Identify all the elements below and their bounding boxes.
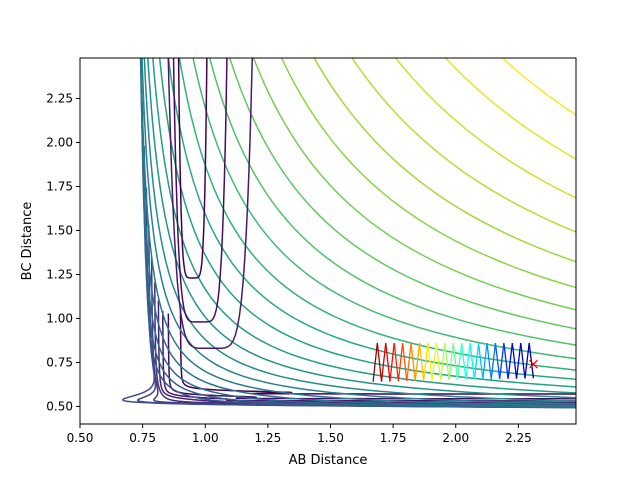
y-tick-label: 2.00 <box>46 135 73 149</box>
y-tick-label: 1.00 <box>46 311 73 325</box>
contour-line <box>233 0 640 420</box>
contour-line <box>138 225 640 407</box>
trajectory-segment <box>390 343 394 381</box>
trajectory-segment <box>470 343 474 379</box>
x-tick-label: 2.00 <box>442 431 469 445</box>
trajectory-segment <box>420 343 424 381</box>
trajectory-segment <box>407 343 411 381</box>
y-tick-label: 1.75 <box>46 179 73 193</box>
trajectory-segment <box>487 343 491 379</box>
trajectory-segment <box>453 343 457 380</box>
trajectory-segment <box>479 343 483 379</box>
trajectory-segment <box>474 343 478 379</box>
x-axis-label: AB Distance <box>289 453 368 468</box>
trajectory-segment <box>415 343 419 381</box>
x-tick-label: 1.50 <box>317 431 344 445</box>
trajectory-segment <box>386 343 390 381</box>
trajectory-segment <box>449 343 453 380</box>
trajectory-segment <box>424 343 428 381</box>
contour-line <box>139 0 640 413</box>
contour-line <box>175 0 640 418</box>
contour-line <box>139 0 640 414</box>
trajectory-segment <box>483 343 487 379</box>
contour-line <box>199 0 640 419</box>
trajectory-segment <box>521 343 525 378</box>
y-tick-label: 0.75 <box>46 355 73 369</box>
contour-line <box>140 8 640 411</box>
x-tick-label: 1.25 <box>255 431 282 445</box>
trajectory-segment <box>457 343 461 380</box>
trajectory-segment <box>491 343 495 379</box>
x-tick-label: 1.00 <box>192 431 219 445</box>
y-axis-ticks: 0.50 0.75 1.00 1.25 1.50 1.75 2.00 2.25 <box>46 91 80 413</box>
trajectory-segment <box>394 343 398 381</box>
trajectory-segment <box>398 343 402 381</box>
contour-lines <box>123 0 640 421</box>
y-tick-label: 2.25 <box>46 91 73 105</box>
trajectory-segment <box>403 343 407 381</box>
y-axis-label: BC Distance <box>20 202 35 281</box>
y-tick-label: 1.50 <box>46 223 73 237</box>
contour-line <box>255 0 640 420</box>
y-tick-label: 0.50 <box>46 399 73 413</box>
trajectory-segment <box>462 343 466 380</box>
x-tick-label: 0.50 <box>67 431 94 445</box>
x-axis-ticks: 0.50 0.75 1.00 1.25 1.50 1.75 2.00 2.25 <box>67 424 532 445</box>
trajectory-segment <box>466 343 470 380</box>
x-tick-label: 2.25 <box>505 431 532 445</box>
x-tick-label: 0.75 <box>129 431 156 445</box>
x-tick-label: 1.75 <box>380 431 407 445</box>
trajectory-segment <box>525 343 529 378</box>
trajectory-segment <box>411 343 415 381</box>
contour-line <box>139 0 640 412</box>
contour-line <box>139 0 640 414</box>
contour-line <box>143 102 640 410</box>
contour-line <box>152 257 640 406</box>
y-tick-label: 1.25 <box>46 267 73 281</box>
